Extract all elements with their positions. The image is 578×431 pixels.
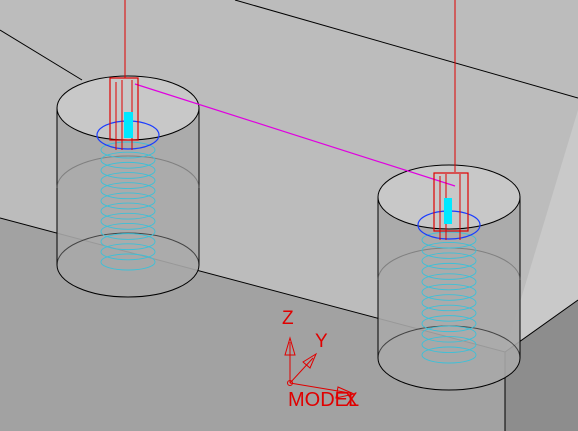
helix-pass xyxy=(421,231,477,249)
hole-2[interactable] xyxy=(377,164,521,391)
axis-triad[interactable]: Z Y X MODEL xyxy=(282,308,359,411)
axis-y-label: Y xyxy=(315,331,328,352)
helix-pass xyxy=(100,182,156,200)
helix-pass xyxy=(421,325,477,343)
helix-pass xyxy=(100,253,156,271)
block-left-edge xyxy=(0,29,83,81)
helix-pass xyxy=(421,242,477,259)
toolpath-link-move[interactable] xyxy=(134,83,456,187)
helix-pass xyxy=(421,315,477,333)
helix-pass xyxy=(100,141,156,159)
helix-pass xyxy=(421,273,477,291)
helix-pass xyxy=(100,192,156,210)
block-side-face xyxy=(505,300,578,431)
helix-pass xyxy=(100,243,156,261)
helix-pass xyxy=(100,202,156,220)
helix-pass xyxy=(421,336,477,353)
helix-pass xyxy=(421,304,477,322)
helix-pass xyxy=(100,223,156,240)
tool-icon xyxy=(124,112,133,138)
hole-1[interactable] xyxy=(56,75,200,298)
helix-pass xyxy=(421,346,477,364)
helix-pass xyxy=(100,172,156,189)
axis-x-label: X xyxy=(345,390,358,411)
tool-icon xyxy=(444,198,452,224)
helix-pass xyxy=(100,151,156,169)
helix-pass xyxy=(421,252,477,270)
helix-pass xyxy=(421,283,477,301)
toolpath-hole-1[interactable] xyxy=(96,0,160,271)
block-back-edge xyxy=(234,0,578,99)
helix-pass xyxy=(100,161,156,179)
toolpath-hole-2[interactable] xyxy=(417,0,481,364)
helix-pass xyxy=(100,212,156,230)
helix-pass xyxy=(421,294,477,312)
helix-pass xyxy=(421,262,477,280)
helix-pass xyxy=(100,233,156,251)
axis-z-label: Z xyxy=(282,308,294,329)
view-name-label: MODEL xyxy=(288,389,359,411)
